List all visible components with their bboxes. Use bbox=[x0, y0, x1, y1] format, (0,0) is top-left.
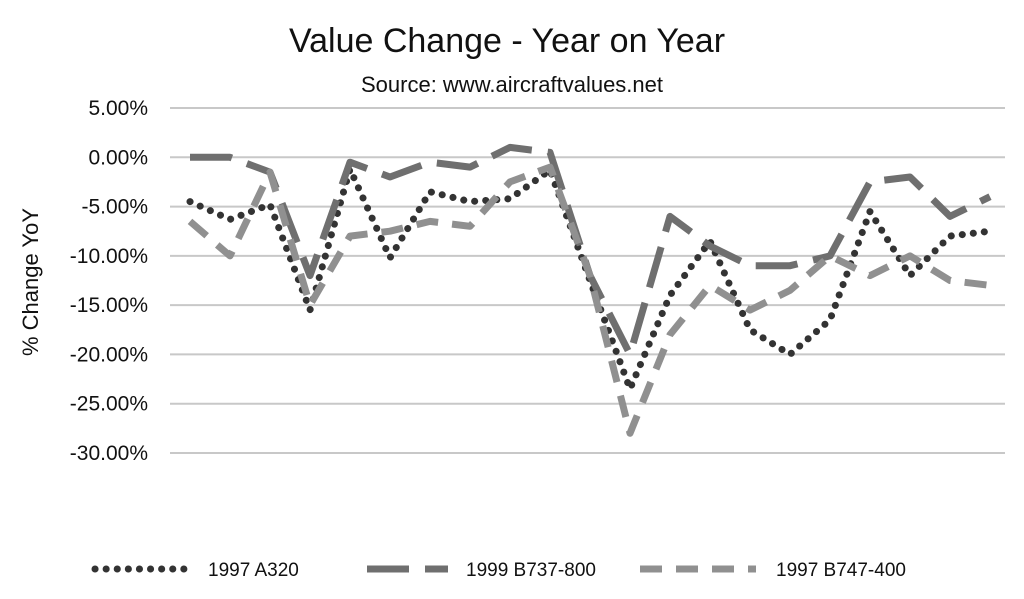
y-tick-label: -15.00% bbox=[70, 294, 148, 317]
y-tick-label: 0.00% bbox=[88, 146, 148, 169]
chart-subtitle: Source: www.aircraftvalues.net bbox=[361, 72, 663, 97]
y-tick-label: -30.00% bbox=[70, 442, 148, 465]
series-line-2 bbox=[187, 163, 991, 437]
chart-title: Value Change - Year on Year bbox=[289, 22, 725, 60]
y-tick-label: -20.00% bbox=[70, 343, 148, 366]
legend: 1997 A320 1999 B737-800 1997 B747-400 bbox=[91, 560, 906, 581]
legend-label: 1997 A320 bbox=[208, 560, 299, 581]
y-tick-label: -5.00% bbox=[81, 196, 148, 219]
legend-label: 1997 B747-400 bbox=[776, 560, 906, 581]
y-tick-label: -10.00% bbox=[70, 245, 148, 268]
y-tick-label: -25.00% bbox=[70, 393, 148, 416]
legend-label: 1999 B737-800 bbox=[466, 560, 596, 581]
series-lines bbox=[186, 143, 994, 437]
y-axis-ticks: 5.00% 0.00% -5.00% -10.00% -15.00% -20.00% -25… bbox=[70, 97, 148, 465]
gridlines bbox=[170, 107, 1005, 454]
series-line-1 bbox=[190, 143, 992, 358]
y-tick-label: 5.00% bbox=[88, 97, 148, 120]
y-axis-label: % Change YoY bbox=[18, 208, 43, 356]
